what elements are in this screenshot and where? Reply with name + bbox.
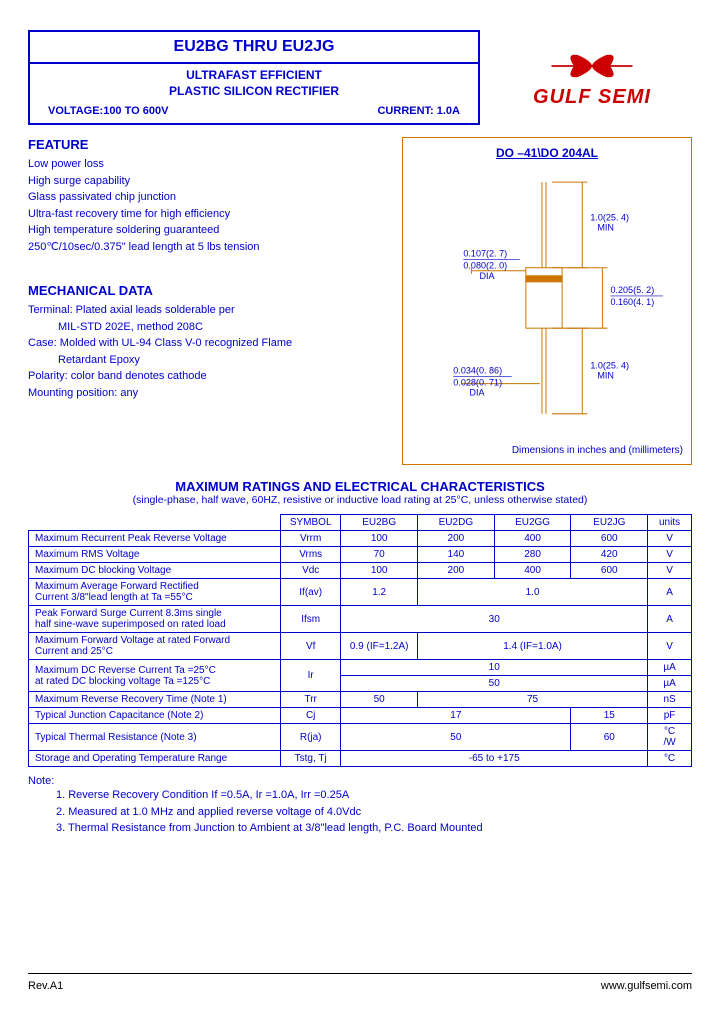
footer: Rev.A1 www.gulfsemi.com (28, 980, 692, 992)
logo-text: GULF SEMI (533, 86, 651, 109)
feature-line: High temperature soldering guaranteed (28, 222, 390, 239)
note-line: 2. Measured at 1.0 MHz and applied rever… (28, 804, 692, 821)
feature-line: Glass passivated chip junction (28, 189, 390, 206)
svg-text:MIN: MIN (597, 223, 614, 233)
feature-line: Low power loss (28, 156, 390, 173)
feature-list: Low power lossHigh surge capabilityGlass… (28, 156, 390, 255)
svg-text:DIA: DIA (469, 388, 485, 398)
ratings-title: MAXIMUM RATINGS AND ELECTRICAL CHARACTER… (28, 479, 692, 494)
diagram-footer: Dimensions in inches and (millimeters) (411, 445, 683, 456)
subtitle: ULTRAFAST EFFICIENT PLASTIC SILICON RECT… (30, 64, 478, 103)
feature-line: 250℃/10sec/0.375" lead length at 5 lbs t… (28, 239, 390, 256)
mechanical-list: Terminal: Plated axial leads solderable … (28, 302, 390, 401)
ratings-subtitle: (single-phase, half wave, 60HZ, resistiv… (28, 494, 692, 506)
specs-row: VOLTAGE:100 TO 600V CURRENT: 1.0A (30, 103, 478, 123)
svg-text:0.205(5. 2): 0.205(5. 2) (610, 285, 654, 295)
notes-title: Note: (28, 775, 692, 787)
svg-text:1.0(25. 4): 1.0(25. 4) (590, 213, 629, 223)
logo-block: GULF SEMI (492, 30, 692, 125)
diagram-title: DO –41\DO 204AL (411, 146, 683, 160)
svg-text:0.034(0. 86): 0.034(0. 86) (453, 366, 502, 376)
mechanical-line: Retardant Epoxy (28, 352, 390, 369)
diagram-svg: 1.0(25. 4) MIN 0.107(2. 7) 0.080(2. 0) D… (411, 168, 683, 438)
svg-text:1.0(25. 4): 1.0(25. 4) (590, 361, 629, 371)
svg-text:0.028(0. 71): 0.028(0. 71) (453, 378, 502, 388)
notes: Note: 1. Reverse Recovery Condition If =… (28, 775, 692, 837)
svg-text:MIN: MIN (597, 371, 614, 381)
mechanical-line: Polarity: color band denotes cathode (28, 368, 390, 385)
current-label: CURRENT: 1.0A (377, 105, 460, 117)
footer-url: www.gulfsemi.com (601, 980, 692, 992)
svg-text:0.080(2. 0): 0.080(2. 0) (463, 261, 507, 271)
mechanical-title: MECHANICAL DATA (28, 283, 390, 298)
subtitle-1: ULTRAFAST EFFICIENT (40, 68, 468, 84)
mechanical-line: Case: Molded with UL-94 Class V-0 recogn… (28, 335, 390, 352)
svg-text:0.160(4. 1): 0.160(4. 1) (610, 297, 654, 307)
package-diagram: DO –41\DO 204AL (402, 137, 692, 465)
mechanical-line: MIL-STD 202E, method 208C (28, 319, 390, 336)
mechanical-line: Terminal: Plated axial leads solderable … (28, 302, 390, 319)
feature-title: FEATURE (28, 137, 390, 152)
title-block: EU2BG THRU EU2JG ULTRAFAST EFFICIENT PLA… (28, 30, 480, 125)
part-title: EU2BG THRU EU2JG (30, 32, 478, 64)
svg-text:0.107(2. 7): 0.107(2. 7) (463, 249, 507, 259)
voltage-label: VOLTAGE:100 TO 600V (48, 105, 168, 117)
svg-text:DIA: DIA (480, 271, 496, 281)
note-line: 3. Thermal Resistance from Junction to A… (28, 820, 692, 837)
mechanical-line: Mounting position: any (28, 385, 390, 402)
logo-icon (547, 46, 637, 86)
subtitle-2: PLASTIC SILICON RECTIFIER (40, 84, 468, 100)
feature-line: Ultra-fast recovery time for high effici… (28, 206, 390, 223)
note-line: 1. Reverse Recovery Condition If =0.5A, … (28, 787, 692, 804)
feature-line: High surge capability (28, 173, 390, 190)
footer-rev: Rev.A1 (28, 980, 63, 992)
ratings-table: SYMBOLEU2BGEU2DGEU2GGEU2JGunitsMaximum R… (28, 514, 692, 767)
